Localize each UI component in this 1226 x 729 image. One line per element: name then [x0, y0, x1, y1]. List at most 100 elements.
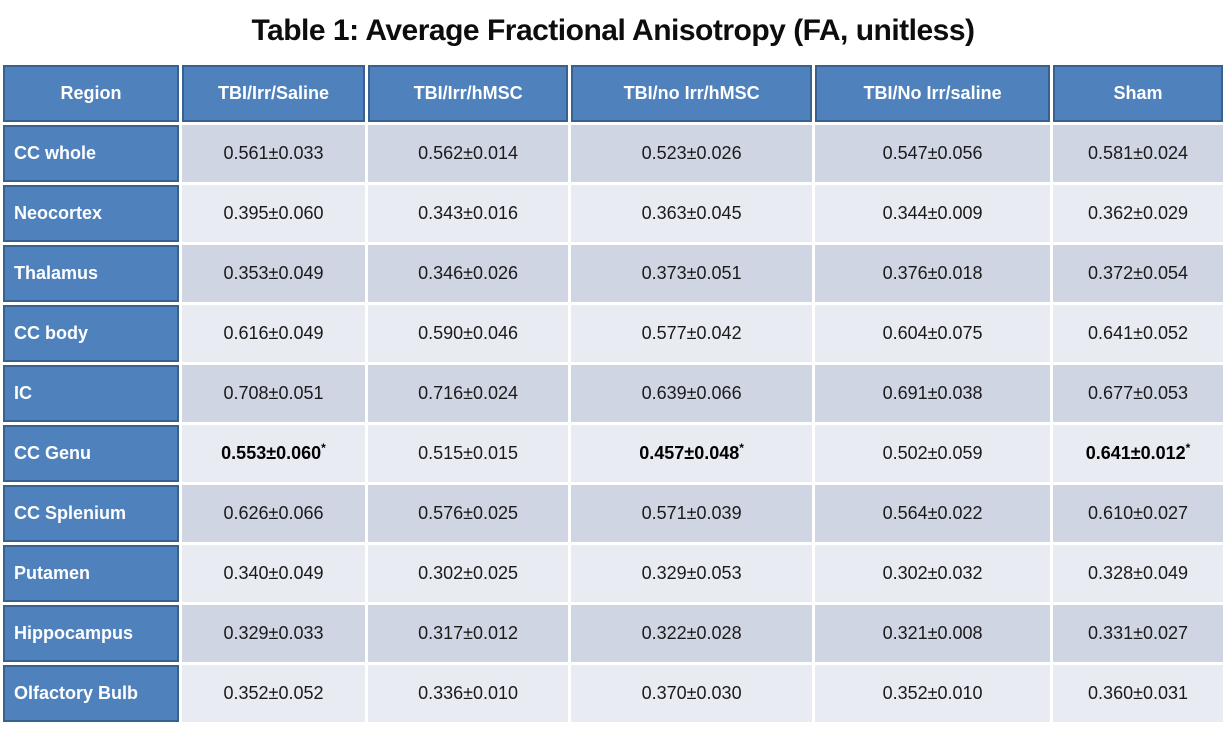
value-cell: 0.352±0.010 [815, 665, 1051, 722]
value-cell: 0.329±0.033 [181, 605, 366, 662]
value-text: 0.641±0.012 [1085, 443, 1186, 463]
value-text: 0.691±0.038 [882, 383, 983, 403]
value-text: 0.457±0.048 [639, 443, 740, 463]
value-cell: 0.360±0.031 [1053, 665, 1223, 722]
value-text: 0.641±0.052 [1088, 323, 1189, 343]
value-text: 0.302±0.025 [418, 563, 519, 583]
table-row: CC Splenium 0.626±0.066 0.576±0.025 0.571±0… [3, 485, 1223, 542]
value-cell: 0.610±0.027 [1053, 485, 1223, 542]
value-text: 0.363±0.045 [641, 203, 742, 223]
row-header: CC body [3, 305, 179, 362]
value-text: 0.639±0.066 [641, 383, 742, 403]
significance-asterisk: * [739, 441, 744, 455]
row-header: CC whole [3, 125, 179, 182]
value-text: 0.352±0.052 [223, 683, 324, 703]
value-cell: 0.370±0.030 [571, 665, 813, 722]
value-cell: 0.616±0.049 [181, 305, 366, 362]
row-header: CC Genu [3, 425, 179, 482]
column-header: Sham [1053, 65, 1223, 122]
value-text: 0.317±0.012 [418, 623, 519, 643]
value-text: 0.547±0.056 [882, 143, 983, 163]
value-cell: 0.677±0.053 [1053, 365, 1223, 422]
value-text: 0.576±0.025 [418, 503, 519, 523]
value-text: 0.362±0.029 [1088, 203, 1189, 223]
value-cell: 0.716±0.024 [368, 365, 569, 422]
table-title: Table 1: Average Fractional Anisotropy (… [251, 14, 975, 47]
row-header: Neocortex [3, 185, 179, 242]
table-row: Olfactory Bulb 0.352±0.052 0.336±0.010 0.37… [3, 665, 1223, 722]
value-text: 0.716±0.024 [418, 383, 519, 403]
value-text: 0.395±0.060 [223, 203, 324, 223]
value-text: 0.502±0.059 [882, 443, 983, 463]
value-cell: 0.373±0.051 [571, 245, 813, 302]
value-cell: 0.302±0.025 [368, 545, 569, 602]
value-text: 0.581±0.024 [1088, 143, 1189, 163]
value-cell: 0.363±0.045 [571, 185, 813, 242]
value-text: 0.328±0.049 [1088, 563, 1189, 583]
value-cell: 0.577±0.042 [571, 305, 813, 362]
value-text: 0.336±0.010 [418, 683, 519, 703]
value-cell: 0.352±0.052 [181, 665, 366, 722]
value-text: 0.610±0.027 [1088, 503, 1189, 523]
value-text: 0.677±0.053 [1088, 383, 1189, 403]
value-text: 0.302±0.032 [882, 563, 983, 583]
table-body: CC whole 0.561±0.033 0.562±0.014 0.523±0.02… [3, 125, 1223, 722]
value-cell: 0.457±0.048* [571, 425, 813, 482]
significance-asterisk: * [321, 441, 326, 455]
value-text: 0.331±0.027 [1088, 623, 1189, 643]
value-cell: 0.346±0.026 [368, 245, 569, 302]
value-text: 0.372±0.054 [1088, 263, 1189, 283]
row-header: IC [3, 365, 179, 422]
value-cell: 0.336±0.010 [368, 665, 569, 722]
value-cell: 0.328±0.049 [1053, 545, 1223, 602]
value-text: 0.561±0.033 [223, 143, 324, 163]
row-header: Hippocampus [3, 605, 179, 662]
value-cell: 0.376±0.018 [815, 245, 1051, 302]
column-header-region: Region [3, 65, 179, 122]
value-cell: 0.590±0.046 [368, 305, 569, 362]
table-row: Thalamus 0.353±0.049 0.346±0.026 0.373±0.05… [3, 245, 1223, 302]
column-header: TBI/Irr/hMSC [368, 65, 569, 122]
value-text: 0.523±0.026 [641, 143, 742, 163]
value-text: 0.329±0.033 [223, 623, 324, 643]
value-cell: 0.395±0.060 [181, 185, 366, 242]
value-text: 0.329±0.053 [641, 563, 742, 583]
value-text: 0.376±0.018 [882, 263, 983, 283]
value-cell: 0.515±0.015 [368, 425, 569, 482]
value-cell: 0.321±0.008 [815, 605, 1051, 662]
value-cell: 0.576±0.025 [368, 485, 569, 542]
value-cell: 0.343±0.016 [368, 185, 569, 242]
value-cell: 0.329±0.053 [571, 545, 813, 602]
value-text: 0.577±0.042 [641, 323, 742, 343]
table-row: CC whole 0.561±0.033 0.562±0.014 0.523±0.02… [3, 125, 1223, 182]
value-cell: 0.317±0.012 [368, 605, 569, 662]
value-text: 0.604±0.075 [882, 323, 983, 343]
value-cell: 0.691±0.038 [815, 365, 1051, 422]
value-cell: 0.372±0.054 [1053, 245, 1223, 302]
value-text: 0.564±0.022 [882, 503, 983, 523]
value-cell: 0.344±0.009 [815, 185, 1051, 242]
value-text: 0.322±0.028 [641, 623, 742, 643]
value-cell: 0.604±0.075 [815, 305, 1051, 362]
value-cell: 0.639±0.066 [571, 365, 813, 422]
value-cell: 0.502±0.059 [815, 425, 1051, 482]
table-row: Putamen 0.340±0.049 0.302±0.025 0.329±0.053… [3, 545, 1223, 602]
column-header: TBI/no Irr/hMSC [571, 65, 813, 122]
value-text: 0.343±0.016 [418, 203, 519, 223]
column-header: TBI/Irr/Saline [181, 65, 366, 122]
table-row: CC body 0.616±0.049 0.590±0.046 0.577±0.042… [3, 305, 1223, 362]
value-cell: 0.561±0.033 [181, 125, 366, 182]
row-header: CC Splenium [3, 485, 179, 542]
value-text: 0.571±0.039 [641, 503, 742, 523]
value-text: 0.352±0.010 [882, 683, 983, 703]
row-header: Thalamus [3, 245, 179, 302]
fa-table: Region TBI/Irr/Saline TBI/Irr/hMSC TBI/no I… [0, 62, 1226, 725]
value-text: 0.321±0.008 [882, 623, 983, 643]
value-cell: 0.581±0.024 [1053, 125, 1223, 182]
value-text: 0.562±0.014 [418, 143, 519, 163]
value-text: 0.360±0.031 [1088, 683, 1189, 703]
value-text: 0.370±0.030 [641, 683, 742, 703]
value-text: 0.590±0.046 [418, 323, 519, 343]
value-cell: 0.340±0.049 [181, 545, 366, 602]
